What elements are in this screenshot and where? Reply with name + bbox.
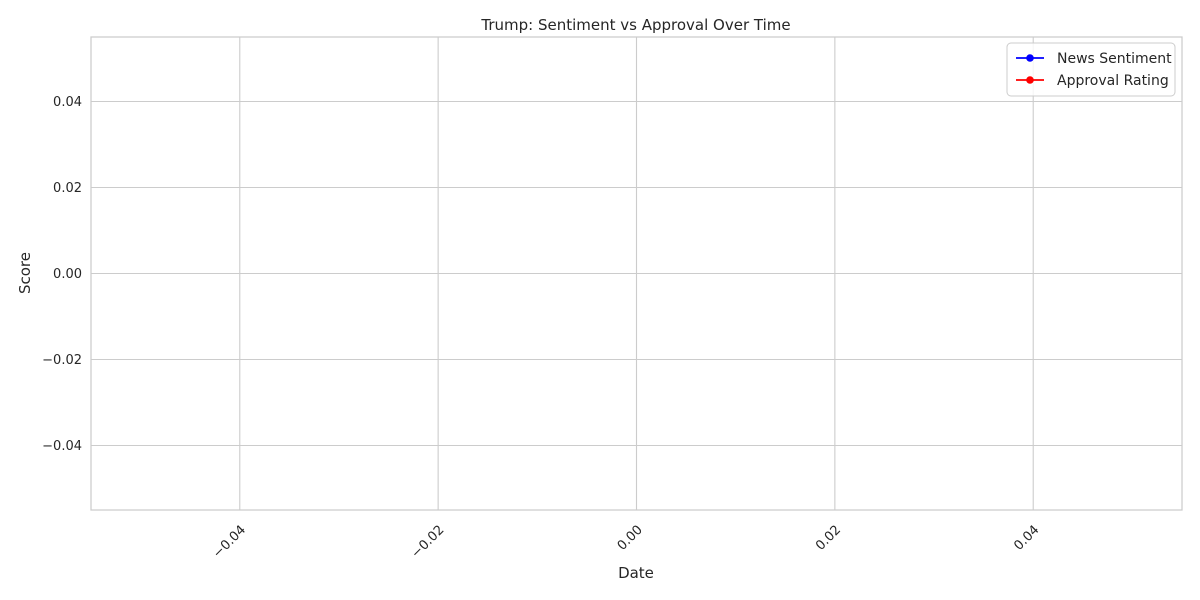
y-tick-labels: 0.04 0.02 0.00 −0.02 −0.04 — [42, 95, 82, 454]
y-tick-label: 0.00 — [53, 267, 82, 282]
y-tick-label: −0.02 — [42, 353, 82, 368]
y-gridlines — [91, 100, 1182, 447]
y-tick-label: −0.04 — [42, 439, 82, 454]
legend-entry-approval-rating: Approval Rating — [1016, 73, 1169, 89]
plot-frame — [90, 36, 1183, 511]
legend: News Sentiment Approval Rating — [1006, 42, 1176, 97]
y-tick-label: 0.04 — [53, 95, 82, 110]
legend-entry-news-sentiment: News Sentiment — [1016, 51, 1172, 67]
legend-label-news-sentiment: News Sentiment — [1057, 51, 1172, 67]
y-tick-label: 0.02 — [53, 181, 82, 196]
x-axis-label: Date — [618, 564, 654, 582]
chart-title: Trump: Sentiment vs Approval Over Time — [480, 16, 790, 34]
legend-marker-approval-rating — [1026, 76, 1034, 84]
legend-box — [1006, 42, 1176, 97]
legend-marker-news-sentiment — [1026, 54, 1034, 62]
y-axis-label: Score — [16, 252, 34, 294]
legend-label-approval-rating: Approval Rating — [1057, 73, 1169, 89]
plot-area — [90, 36, 1183, 511]
